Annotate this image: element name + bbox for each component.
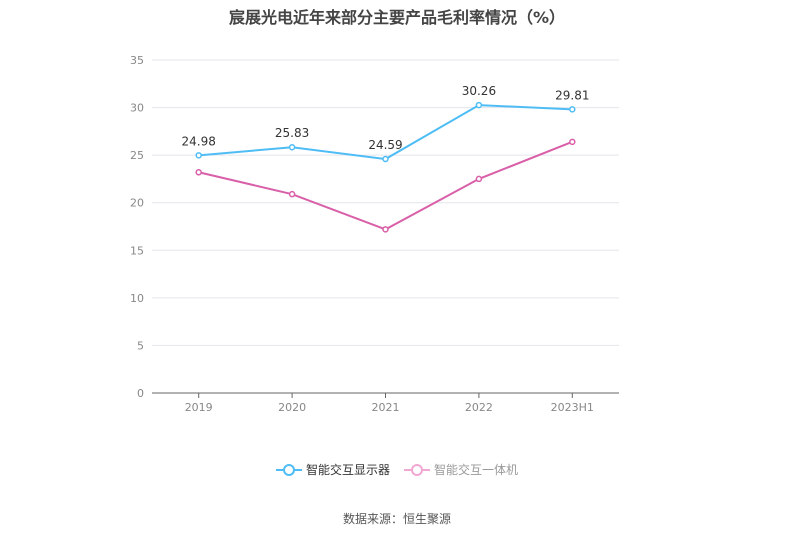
x-tick-label: 2019: [185, 401, 213, 414]
data-label: 25.83: [275, 126, 309, 140]
data-label: 30.26: [462, 84, 496, 98]
chart-title: 宸展光电近年来部分主要产品毛利率情况（%）: [228, 8, 566, 27]
x-tick-label: 2023H1: [551, 401, 594, 414]
legend-item-display[interactable]: 智能交互显示器: [275, 461, 390, 478]
legend-label: 智能交互显示器: [305, 463, 390, 477]
data-point: [475, 175, 483, 183]
y-tick-label: 15: [130, 244, 144, 257]
y-tick-label: 10: [130, 292, 144, 305]
legend-item-all-in-one[interactable]: 智能交互一体机: [404, 461, 518, 478]
data-label: 24.98: [182, 134, 216, 148]
data-point: [195, 169, 202, 176]
data-point: [569, 138, 576, 146]
data-point: [569, 106, 576, 113]
data-label: 24.59: [368, 138, 402, 152]
data-point: [475, 101, 483, 109]
x-tick-label: 2020: [278, 401, 306, 414]
data-point: [382, 155, 389, 163]
legend: 智能交互显示器 智能交互一体机: [0, 461, 794, 478]
y-tick-label: 30: [130, 102, 144, 115]
y-tick-label: 25: [130, 149, 144, 162]
data-point: [382, 226, 389, 233]
y-tick-label: 20: [130, 197, 144, 210]
x-tick-label: 2021: [372, 401, 400, 414]
y-tick-label: 5: [137, 339, 144, 352]
y-tick-label: 35: [130, 54, 144, 67]
x-tick-label: 2022: [465, 401, 493, 414]
data-point: [288, 143, 296, 151]
legend-label: 智能交互一体机: [434, 463, 519, 477]
source-note: 数据来源：恒生聚源: [342, 512, 451, 526]
y-tick-label: 0: [137, 387, 144, 400]
data-point: [288, 190, 296, 198]
data-label: 29.81: [555, 88, 589, 102]
data-point: [195, 152, 202, 159]
